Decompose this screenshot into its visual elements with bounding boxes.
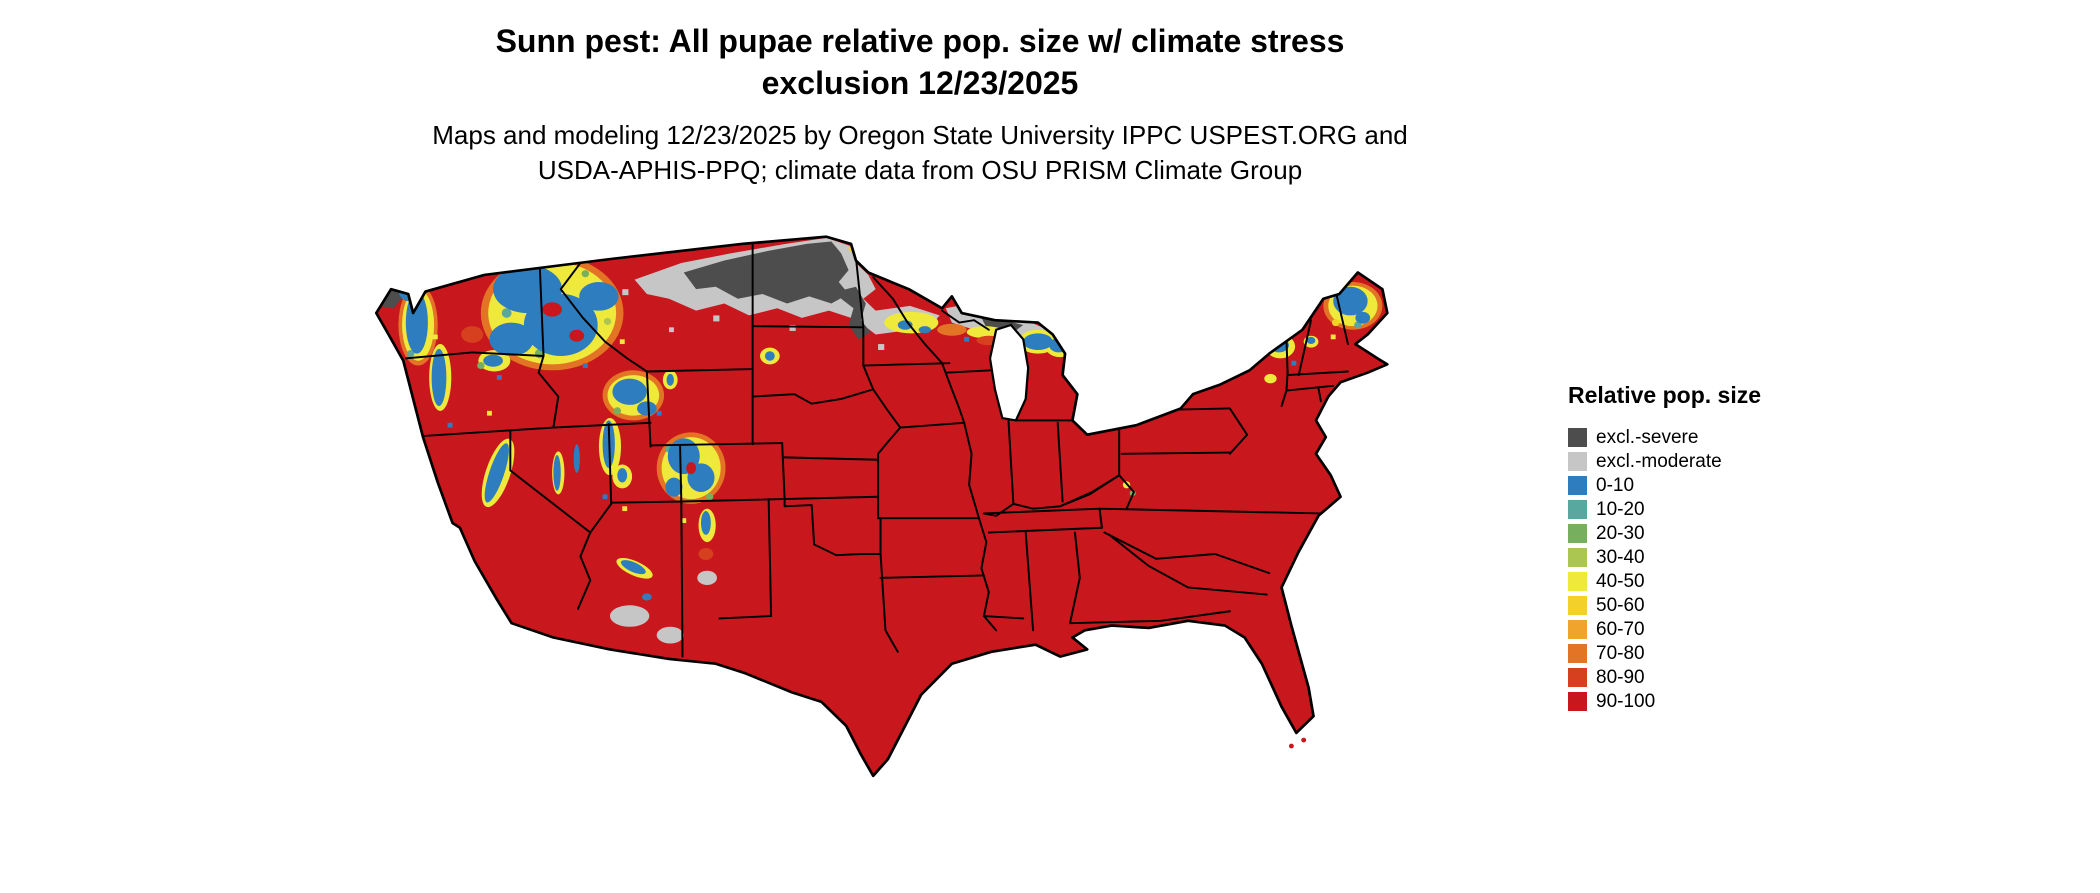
legend-label: 30-40 — [1596, 546, 1645, 568]
state-boundaries — [404, 241, 1349, 658]
us-map-svg — [374, 235, 1389, 778]
legend-swatch — [1568, 667, 1587, 687]
legend-items: excl.-severe excl.-moderate 0-10 10-20 20-30… — [1568, 425, 1761, 713]
legend-item: 30-40 — [1568, 545, 1761, 569]
map-subtitle-line2: USDA-APHIS-PPQ; climate data from OSU PR… — [537, 155, 1303, 185]
legend-swatch — [1568, 691, 1587, 711]
legend-label: 40-50 — [1596, 570, 1645, 592]
us-outline — [374, 235, 1389, 778]
legend-swatch — [1568, 451, 1587, 471]
map-title-line2: exclusion 12/23/2025 — [761, 65, 1079, 101]
lake-michigan — [988, 323, 1030, 422]
florida-keys — [1288, 737, 1307, 749]
legend-label: 60-70 — [1596, 618, 1645, 640]
legend-item: 80-90 — [1568, 665, 1761, 689]
legend-title: Relative pop. size — [1568, 382, 1762, 408]
legend-item: 70-80 — [1568, 641, 1761, 665]
subtitle-block: Maps and modeling 12/23/2025 by Oregon S… — [0, 118, 1840, 188]
legend-swatch — [1568, 475, 1587, 495]
legend-item: 0-10 — [1568, 473, 1761, 497]
legend-swatch — [1568, 427, 1587, 447]
legend-item: 40-50 — [1568, 569, 1761, 593]
map-subtitle-line1: Maps and modeling 12/23/2025 by Oregon S… — [432, 120, 1408, 150]
title-block: Sunn pest: All pupae relative pop. size … — [0, 20, 1840, 188]
legend-label: 70-80 — [1596, 642, 1645, 664]
legend-item: 90-100 — [1568, 689, 1761, 713]
legend-item: excl.-moderate — [1568, 449, 1761, 473]
legend-item: 10-20 — [1568, 497, 1761, 521]
legend-item: 20-30 — [1568, 521, 1761, 545]
legend: Relative pop. size excl.-severe excl.-mod… — [1568, 382, 1761, 713]
legend-swatch — [1568, 595, 1587, 615]
legend-label: excl.-severe — [1596, 426, 1699, 448]
legend-label: 20-30 — [1596, 522, 1645, 544]
legend-swatch — [1568, 571, 1587, 591]
legend-swatch — [1568, 643, 1587, 663]
legend-item: 50-60 — [1568, 593, 1761, 617]
map-population-patches — [398, 245, 1383, 601]
legend-label: excl.-moderate — [1596, 450, 1722, 472]
legend-item: excl.-severe — [1568, 425, 1761, 449]
map-fill — [376, 236, 1388, 776]
legend-label: 90-100 — [1596, 690, 1656, 712]
legend-label: 80-90 — [1596, 666, 1645, 688]
map-title-line1: Sunn pest: All pupae relative pop. size … — [495, 23, 1345, 59]
legend-label: 0-10 — [1596, 474, 1635, 496]
us-map — [300, 220, 1530, 888]
legend-swatch — [1568, 547, 1587, 567]
legend-label: 50-60 — [1596, 594, 1645, 616]
map-excluded-patches — [376, 237, 1048, 644]
legend-item: 60-70 — [1568, 617, 1761, 641]
legend-swatch — [1568, 523, 1587, 543]
legend-label: 10-20 — [1596, 498, 1645, 520]
legend-swatch — [1568, 619, 1587, 639]
legend-swatch — [1568, 499, 1587, 519]
